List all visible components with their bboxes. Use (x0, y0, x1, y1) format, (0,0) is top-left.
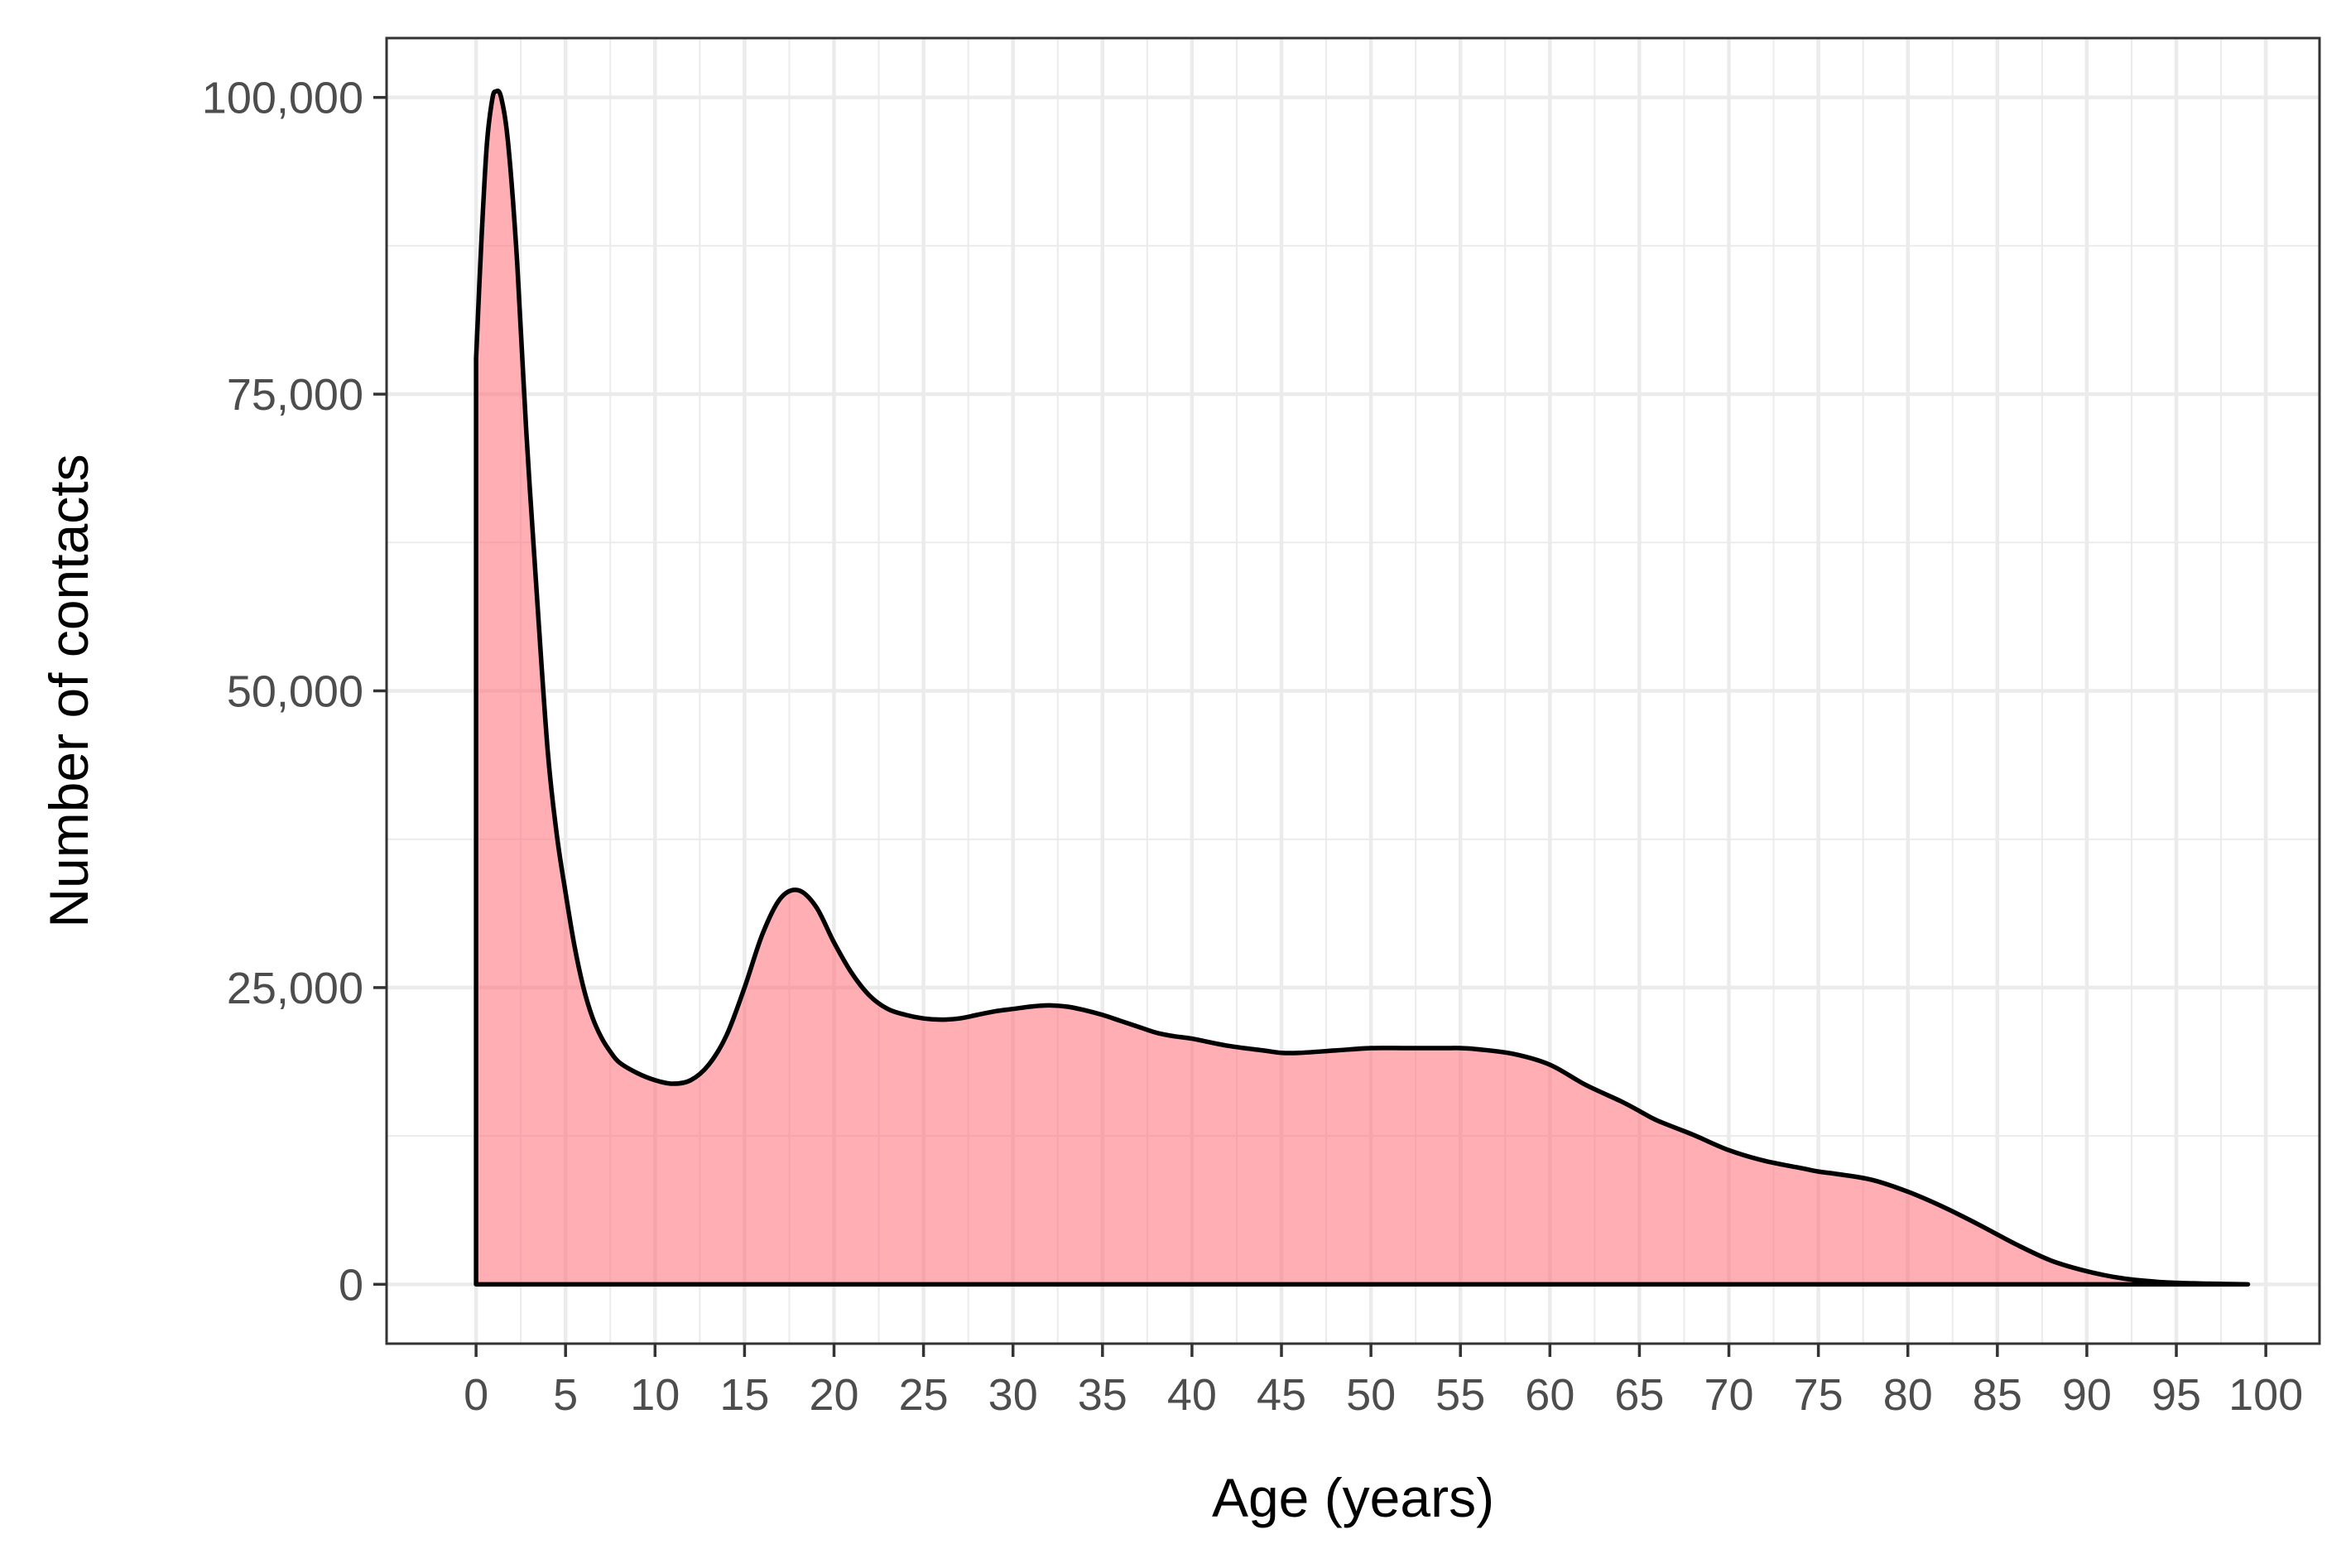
density-outline (474, 89, 2251, 1287)
x-tick-label: 45 (1257, 1370, 1306, 1420)
y-axis-ticks: 0 25,000 50,000 75,000 100,000 (202, 74, 387, 1310)
x-tick-label: 80 (1883, 1370, 1933, 1420)
x-tick-label: 65 (1614, 1370, 1664, 1420)
x-axis-ticks: 0 5 10 15 20 25 30 35 40 45 50 55 60 65 70 75 80 85 90 95 10… (464, 1344, 2303, 1420)
x-tick-label: 15 (719, 1370, 769, 1420)
x-axis-title: Age (years) (1212, 1467, 1494, 1528)
x-tick-label: 35 (1078, 1370, 1127, 1420)
y-axis-title: Number of contacts (38, 454, 99, 927)
y-tick-label: 25,000 (227, 964, 363, 1013)
density-area-fill (476, 90, 2248, 1285)
x-tick-label: 50 (1346, 1370, 1396, 1420)
density-area-layer (474, 89, 2251, 1287)
x-tick-label: 100 (2228, 1370, 2303, 1420)
x-tick-label: 70 (1704, 1370, 1753, 1420)
x-tick-label: 55 (1435, 1370, 1485, 1420)
x-tick-label: 30 (988, 1370, 1038, 1420)
x-tick-label: 20 (809, 1370, 858, 1420)
x-tick-label: 90 (2062, 1370, 2112, 1420)
x-tick-label: 60 (1525, 1370, 1574, 1420)
y-tick-label: 75,000 (227, 370, 363, 420)
x-tick-label: 25 (899, 1370, 949, 1420)
x-tick-label: 85 (1973, 1370, 2022, 1420)
x-tick-label: 75 (1794, 1370, 1844, 1420)
x-tick-label: 40 (1167, 1370, 1217, 1420)
y-tick-label: 50,000 (227, 667, 363, 717)
y-tick-label: 0 (339, 1260, 363, 1310)
y-tick-label: 100,000 (202, 74, 363, 123)
x-tick-label: 95 (2151, 1370, 2201, 1420)
x-tick-label: 5 (553, 1370, 578, 1420)
x-tick-label: 10 (630, 1370, 680, 1420)
x-tick-label: 0 (464, 1370, 488, 1420)
